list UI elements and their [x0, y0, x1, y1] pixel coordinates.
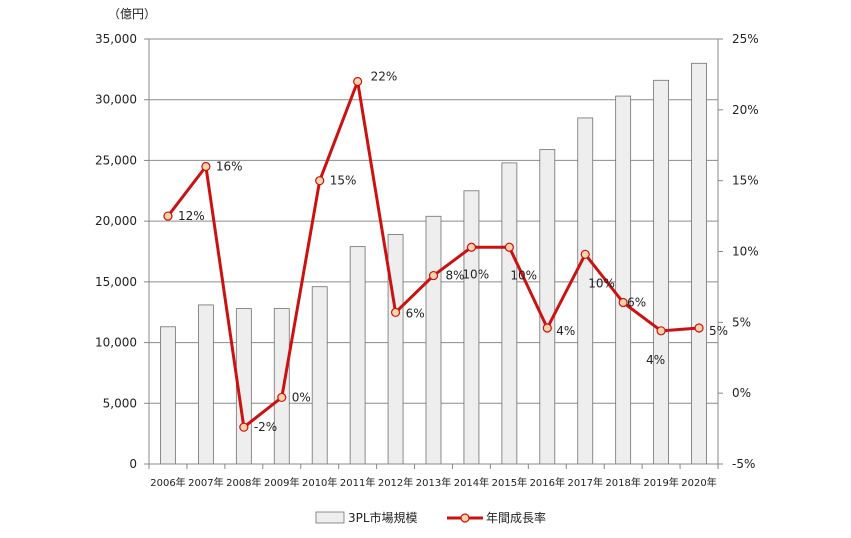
bar [577, 117, 594, 465]
growth-point [277, 392, 287, 403]
left-tick-label: 5,000 [103, 396, 137, 410]
x-tick-label: 2013年 [416, 476, 451, 489]
left-tick-label: 25,000 [95, 153, 137, 167]
growth-point [542, 323, 552, 333]
x-tick-label: 2008年 [226, 476, 261, 489]
growth-point [618, 297, 628, 308]
legend-bar-label: 3PL市場規模 [348, 510, 418, 525]
bar [501, 162, 518, 465]
left-tick-label: 0 [129, 457, 137, 471]
x-tick-label: 2009年 [264, 476, 299, 489]
bar [197, 304, 214, 465]
bar [615, 95, 632, 465]
growth-point [239, 422, 249, 432]
data-labels: 12%16%-2%0%15%22%6%8%10% 10%4%10%6%4%5% [178, 70, 728, 435]
data-label: 10% [588, 276, 615, 290]
bar [311, 286, 328, 465]
x-tick-label: 2018年 [605, 476, 640, 489]
x-tick-label: 2015年 [492, 476, 527, 489]
data-label: 5% [709, 324, 728, 338]
growth-point [353, 76, 363, 87]
data-label: 8% [446, 269, 465, 283]
left-axis-ticks: 0 5,000 10,000 15,000 20,000 25,000 30,000 35,0… [95, 32, 149, 471]
growth-point [163, 211, 173, 221]
legend-line-label: 年間成長率 [486, 510, 546, 525]
bar [160, 326, 176, 465]
data-label: 15% [330, 174, 357, 188]
data-label: 16% [216, 160, 243, 174]
x-tick-label: 2016年 [530, 476, 565, 489]
data-label: 22% [371, 70, 398, 84]
x-axis-ticks: 2006年 2007年 2008年 2009年 2010年 2011年 2012年 2013年… [148, 464, 719, 489]
data-label: 4% [556, 324, 575, 338]
x-tick-label: 2020年 [681, 476, 716, 489]
growth-point [580, 249, 590, 259]
growth-point [656, 326, 666, 336]
data-label: 10% [510, 268, 537, 282]
data-label: 10% [462, 267, 489, 281]
data-label: 6% [627, 296, 646, 310]
right-tick-label: 20% [732, 103, 759, 117]
growth-point [466, 242, 477, 252]
right-tick-label: 10% [732, 245, 759, 259]
bar-series [160, 62, 707, 465]
data-label: 4% [646, 353, 665, 367]
growth-point [694, 323, 704, 333]
right-tick-label: 25% [732, 32, 759, 46]
bar [463, 190, 480, 465]
x-tick-label: 2007年 [188, 476, 223, 489]
right-tick-label: 15% [732, 174, 759, 188]
x-tick-label: 2019年 [643, 476, 678, 489]
right-tick-label: 5% [732, 315, 751, 329]
bar [539, 149, 556, 465]
left-tick-label: 35,000 [95, 32, 137, 46]
x-tick-label: 2014年 [454, 476, 489, 489]
x-tick-label: 2010年 [302, 476, 337, 489]
left-tick-label: 20,000 [95, 214, 137, 228]
right-tick-label: 0% [732, 386, 751, 400]
legend: 3PL市場規模 年間成長率 [315, 510, 546, 525]
growth-point [315, 176, 325, 186]
data-label: 0% [292, 390, 311, 404]
left-tick-label: 30,000 [95, 93, 137, 107]
x-tick-label: 2006年 [150, 476, 185, 489]
bar [387, 234, 404, 465]
legend-bar-swatch [315, 511, 345, 524]
left-tick-label: 10,000 [95, 336, 137, 350]
line-series [163, 76, 704, 432]
x-tick-label: 2012年 [378, 476, 413, 489]
x-tick-label: 2017年 [568, 476, 603, 489]
bar [653, 79, 669, 465]
data-label: -2% [254, 420, 277, 434]
growth-point [201, 161, 211, 172]
growth-point [390, 307, 401, 318]
data-label: 12% [178, 209, 205, 223]
right-tick-label: -5% [732, 457, 755, 471]
right-axis-ticks: -5% 0% 5% 10% 15% 20% 25% [718, 32, 759, 471]
bar [691, 62, 707, 465]
bar [425, 215, 442, 465]
growth-point [428, 270, 439, 281]
growth-point [504, 242, 514, 252]
legend-line-marker [460, 513, 470, 523]
left-axis-unit-label: （億円） [108, 7, 156, 21]
data-label: 6% [406, 306, 425, 320]
bar [273, 308, 290, 465]
bar [349, 246, 366, 465]
x-tick-label: 2011年 [340, 476, 375, 489]
left-tick-label: 15,000 [95, 275, 137, 289]
